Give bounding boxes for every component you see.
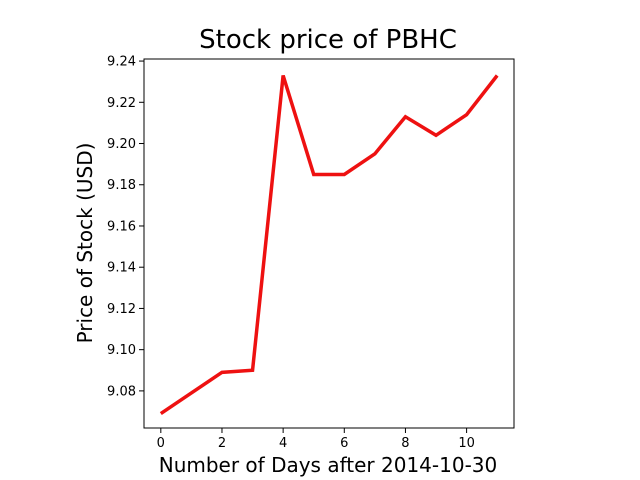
y-tick-label: 9.18 bbox=[107, 178, 136, 193]
x-tick-label: 10 bbox=[458, 436, 475, 451]
x-tick-label: 4 bbox=[279, 436, 287, 451]
plot-frame bbox=[143, 58, 515, 429]
y-tick-label: 9.22 bbox=[107, 96, 136, 111]
series-line-0 bbox=[159, 74, 499, 416]
y-tick-label: 9.14 bbox=[107, 261, 136, 276]
y-tick-label: 9.08 bbox=[107, 384, 136, 399]
y-tick-label: 9.10 bbox=[107, 343, 136, 358]
y-tick-label: 9.16 bbox=[107, 219, 136, 234]
y-axis-label: Price of Stock (USD) bbox=[73, 143, 97, 344]
y-tick-label: 9.24 bbox=[107, 55, 136, 70]
x-axis-label: Number of Days after 2014-10-30 bbox=[159, 453, 498, 477]
x-tick-label: 6 bbox=[340, 436, 348, 451]
x-tick-label: 2 bbox=[218, 436, 226, 451]
x-tick-label: 8 bbox=[401, 436, 409, 451]
x-tick-label: 0 bbox=[157, 436, 165, 451]
chart-title: Stock price of PBHC bbox=[199, 25, 457, 55]
y-tick-label: 9.20 bbox=[107, 137, 136, 152]
plot-area: 0 2 4 6 8 10 9.08 9.10 9.12 9.14 9.16 9.18 9.20 9.22 9… bbox=[107, 55, 515, 451]
y-tick-label: 9.12 bbox=[107, 302, 136, 317]
